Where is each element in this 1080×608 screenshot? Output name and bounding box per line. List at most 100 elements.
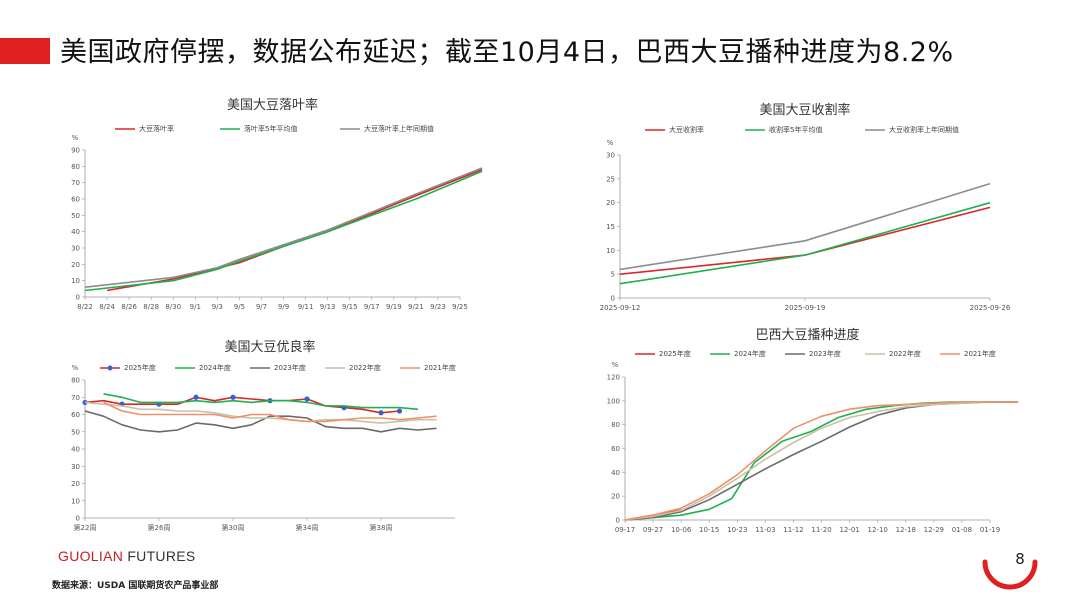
y-tick-label: 10 <box>606 247 615 255</box>
x-tick-label: 8/26 <box>121 303 137 311</box>
chart-harvest: 美国大豆收割率 大豆收割率 收割率5年平均值 大豆收割率上年同期值% 0 5 10 15 20 2… <box>585 100 1011 315</box>
legend-label: 2024年度 <box>199 363 231 372</box>
y-tick-label: 10 <box>71 277 80 285</box>
y-tick-label: 0 <box>76 515 80 523</box>
y-tick-label: 90 <box>71 147 80 155</box>
legend-label: 2022年度 <box>349 363 381 372</box>
chart-title: 巴西大豆播种进度 <box>755 327 859 343</box>
y-tick-label: 15 <box>606 223 615 231</box>
x-tick-label: 9/3 <box>212 303 223 311</box>
x-tick-label: 8/30 <box>165 303 181 311</box>
chart-condition: 美国大豆优良率 2025年度 2024年度 2023年度 2022年度 2021年度% 0 1… <box>55 335 475 550</box>
x-tick-label: 9/5 <box>234 303 245 311</box>
y-tick-label: 0 <box>611 295 615 303</box>
y-tick-label: 30 <box>71 245 80 253</box>
brand-logo-text: GUOLIAN FUTURES <box>58 548 196 564</box>
y-tick-label: 120 <box>607 374 620 382</box>
x-tick-label: 12-18 <box>896 526 916 534</box>
x-tick-label: 12-10 <box>868 526 888 534</box>
y-tick-label: 50 <box>71 428 80 436</box>
y-tick-label: 20 <box>611 493 620 501</box>
y-tick-label: 70 <box>71 394 80 402</box>
series-line <box>624 401 1019 521</box>
y-tick-label: 0 <box>616 517 620 525</box>
x-tick-label: 2025-09-26 <box>970 304 1011 312</box>
x-tick-label: 9/11 <box>298 303 314 311</box>
legend-label: 2024年度 <box>734 349 766 358</box>
x-tick-label: 9/15 <box>342 303 358 311</box>
series-point <box>396 408 403 414</box>
legend-label: 大豆收割率上年同期值 <box>889 125 959 134</box>
x-tick-label: 2025-09-12 <box>600 304 641 312</box>
x-tick-label: 09-27 <box>643 526 663 534</box>
y-tick-label: 40 <box>71 446 80 454</box>
x-tick-label: 9/21 <box>408 303 424 311</box>
chart-title: 美国大豆落叶率 <box>227 97 318 113</box>
series-line <box>624 401 1019 521</box>
series-line <box>84 396 400 414</box>
legend-label: 2021年度 <box>424 363 456 372</box>
series-line <box>624 401 1019 521</box>
x-tick-label: 01-08 <box>952 526 972 534</box>
series-line <box>619 182 991 271</box>
x-tick-label: 12-29 <box>924 526 944 534</box>
x-tick-label: 2025-09-19 <box>785 304 826 312</box>
x-tick-label: 01-19 <box>980 526 1000 534</box>
legend-label: 2025年度 <box>659 349 691 358</box>
legend-label: 大豆落叶率上年同期值 <box>364 124 434 133</box>
y-tick-label: 25 <box>606 175 615 183</box>
legend-label: 2023年度 <box>274 363 306 372</box>
legend-label: 2022年度 <box>889 349 921 358</box>
series-point <box>193 394 199 400</box>
series-line <box>84 401 437 424</box>
title-accent-bar <box>0 38 50 64</box>
x-tick-label: 9/13 <box>320 303 336 311</box>
legend-label: 2023年度 <box>809 349 841 358</box>
x-tick-label: 8/28 <box>143 303 159 311</box>
y-tick-label: 30 <box>71 463 80 471</box>
page-number: 8 <box>1015 550 1025 568</box>
x-tick-label: 8/22 <box>77 303 93 311</box>
legend-label: 落叶率5年平均值 <box>244 124 297 133</box>
chart-leafdrop: 美国大豆落叶率 大豆落叶率 落叶率5年平均值 大豆落叶率上年同期值% 0 10 20 30 40… <box>55 95 483 320</box>
y-tick-label: 10 <box>71 497 80 505</box>
y-tick-label: 80 <box>71 377 80 385</box>
legend-label: 2021年度 <box>964 349 996 358</box>
y-unit-label: % <box>72 134 79 142</box>
chart-title: 美国大豆收割率 <box>759 102 850 118</box>
x-tick-label: 9/25 <box>452 303 468 311</box>
y-unit-label: % <box>612 361 619 369</box>
series-line <box>624 401 1019 521</box>
chart-title: 美国大豆优良率 <box>224 339 315 355</box>
x-tick-label: 12-01 <box>839 526 859 534</box>
data-source: 数据来源：USDA 国联期货农产品事业部 <box>52 581 219 591</box>
x-tick-label: 第34周 <box>296 523 319 532</box>
x-tick-label: 09-17 <box>615 526 635 534</box>
series-point <box>304 396 310 402</box>
page-arc-icon <box>982 559 1038 590</box>
x-tick-label: 11-20 <box>811 526 831 534</box>
legend-marker <box>107 365 113 371</box>
x-tick-label: 8/24 <box>99 303 115 311</box>
x-tick-label: 9/7 <box>256 303 267 311</box>
series-point <box>378 410 384 416</box>
y-tick-label: 20 <box>71 261 80 269</box>
x-tick-label: 9/1 <box>190 303 201 311</box>
x-tick-label: 9/17 <box>364 303 380 311</box>
brazil-chart-svg: 巴西大豆播种进度 2025年度 2024年度 2023年度 2022年度 2021年度% 0… <box>607 327 1019 534</box>
y-tick-label: 80 <box>611 421 620 429</box>
legend-label: 大豆收割率 <box>669 125 704 134</box>
y-tick-label: 50 <box>71 212 80 220</box>
x-tick-label: 10-06 <box>671 526 692 534</box>
series-line <box>84 410 437 433</box>
x-tick-label: 10-15 <box>699 526 719 534</box>
y-tick-label: 0 <box>76 294 80 302</box>
x-tick-label: 11-03 <box>755 526 775 534</box>
condition-chart-svg: 美国大豆优良率 2025年度 2024年度 2023年度 2022年度 2021年度% 0 1… <box>71 339 456 532</box>
series-line <box>103 401 437 423</box>
y-unit-label: % <box>607 139 614 147</box>
page-title: 美国政府停摆，数据公布延迟；截至10月4日，巴西大豆播种进度为8.2% <box>60 37 954 68</box>
x-tick-label: 第38周 <box>370 523 393 532</box>
y-tick-label: 20 <box>71 480 80 488</box>
